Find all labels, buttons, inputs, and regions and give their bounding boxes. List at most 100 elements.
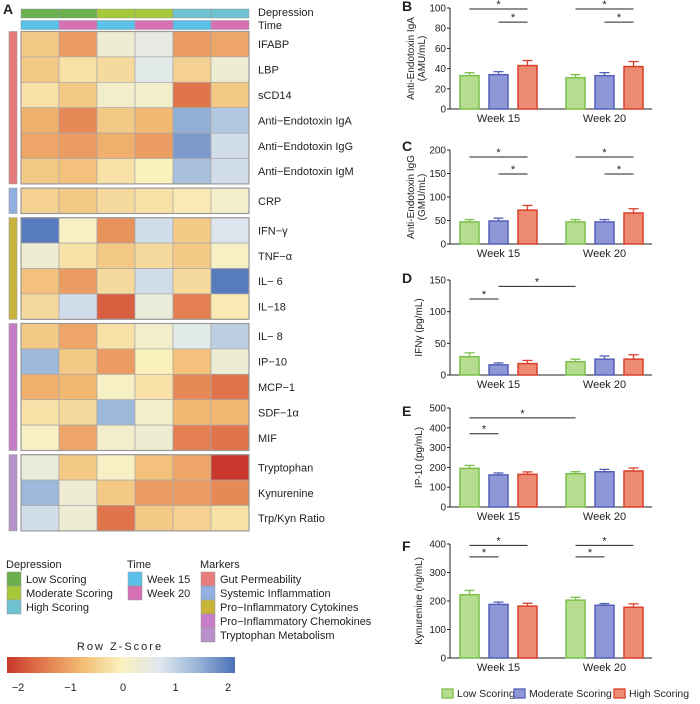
heatmap-cell [58,424,98,451]
markers-legend-swatch [200,571,216,587]
heatmap-cell [172,81,212,109]
bar [623,212,644,245]
heatmap-row-label: SDF−1α [258,407,300,419]
heatmap-cell [58,373,98,401]
heatmap-cell [96,348,136,375]
heatmap-cell [134,424,174,451]
heatmap-cell [134,56,174,83]
markers-legend-swatch [200,599,216,615]
colorscale-tick: 2 [225,682,231,694]
colorscale-bar [7,657,235,673]
markers-legend-label: Gut Permeability [220,574,302,586]
heatmap-cell [58,268,98,295]
heatmap-cell [58,217,98,244]
heatmap-cell [210,187,250,214]
markers-legend-swatch [200,585,216,601]
heatmap-cell [210,348,250,375]
heatmap-cell [134,187,174,214]
bar [459,467,480,508]
heatmap-cell [134,293,174,320]
heatmap-cell [210,454,250,481]
significance-star: * [617,164,622,176]
heatmap-cell [20,187,60,214]
depression-annotation-label: Depression [258,7,314,19]
bar [623,470,644,508]
y-tick-label: 500 [429,404,446,415]
markers-legend-title: Markers [200,559,240,571]
heatmap-cell [172,424,212,451]
y-tick-label: 200 [429,463,446,474]
heatmap-group-border [20,30,250,185]
heatmap-cell [210,242,250,269]
bar [594,604,615,659]
heatmap-cell [20,424,60,451]
significance-star: * [496,535,501,547]
time-legend-label: Week 20 [147,588,190,600]
significance-star: * [482,289,487,301]
y-tick-label: 100 [429,307,446,318]
heatmap-cell [20,348,60,375]
heatmap-row-label: IFN−γ [258,225,288,237]
markers-legend-label: Pro−Inflammatory Cytokines [220,602,359,614]
heatmap-cell [134,323,174,350]
heatmap-cell [172,31,212,58]
heatmap-cell [20,158,60,185]
heatmap-cell [210,81,250,109]
depression-legend-label: Moderate Scoring [26,588,113,600]
bar [517,473,538,508]
panel-letter-b: B [402,0,412,14]
bar [594,74,615,110]
heatmap-cell [20,323,60,350]
heatmap-cell [210,107,250,134]
bar [459,355,480,376]
y-tick-label: 150 [429,276,446,287]
heatmap-cell [210,158,250,185]
bar [459,221,480,245]
y-tick-label: 150 [429,169,446,180]
heatmap-cell [172,399,212,426]
heatmap-cell [172,107,212,134]
markers-legend-swatch [200,627,216,643]
y-axis-label: IP-10 (pg/mL) [414,427,425,488]
y-axis-label: (AMU/mL) [417,36,428,82]
heatmap-group-border [20,187,250,215]
heatmap-cell [20,217,60,244]
heatmap-row-label: IL− 6 [258,276,283,288]
bar [459,593,480,659]
heatmap-cell [210,132,250,159]
y-tick-label: 300 [429,443,446,454]
x-category-label: Week 15 [477,379,520,391]
heatmap-cell [210,56,250,83]
depression-annotation-cell [96,8,136,19]
heatmap-cell [96,293,136,320]
heatmap-cell [20,505,60,532]
y-tick-label: 0 [440,503,446,514]
heatmap-row-label: Anti−Endotoxin IgG [258,141,353,153]
time-legend-label: Week 15 [147,574,190,586]
bar-legend-swatch [441,688,454,699]
heatmap-row-label: LBP [258,65,279,77]
heatmap-group-border [20,322,250,452]
heatmap-cell [172,348,212,375]
time-annotation-cell [20,20,60,30]
heatmap-cell [58,293,98,320]
heatmap-cell [172,268,212,295]
heatmap-cell [58,242,98,269]
heatmap-cell [134,217,174,244]
time-annotation-cell [134,20,174,30]
time-legend-title: Time [127,559,151,571]
bar [623,606,644,659]
significance-star: * [535,276,540,288]
heatmap-cell [134,158,174,185]
x-category-label: Week 20 [583,248,626,260]
heatmap-row-label: IL−18 [258,302,286,314]
heatmap-cell [96,187,136,214]
heatmap-cell [134,373,174,401]
markers-legend-label: Pro−Inflammatory Chemokines [220,616,372,628]
bar-chart-b: B Anti-Endotoxin IgA (AMU/mL) 0 20 40 60 80 100 W… [402,0,652,125]
bar [517,605,538,659]
heatmap-cell [96,323,136,350]
significance-star: * [520,408,525,420]
heatmap-cell [96,424,136,451]
